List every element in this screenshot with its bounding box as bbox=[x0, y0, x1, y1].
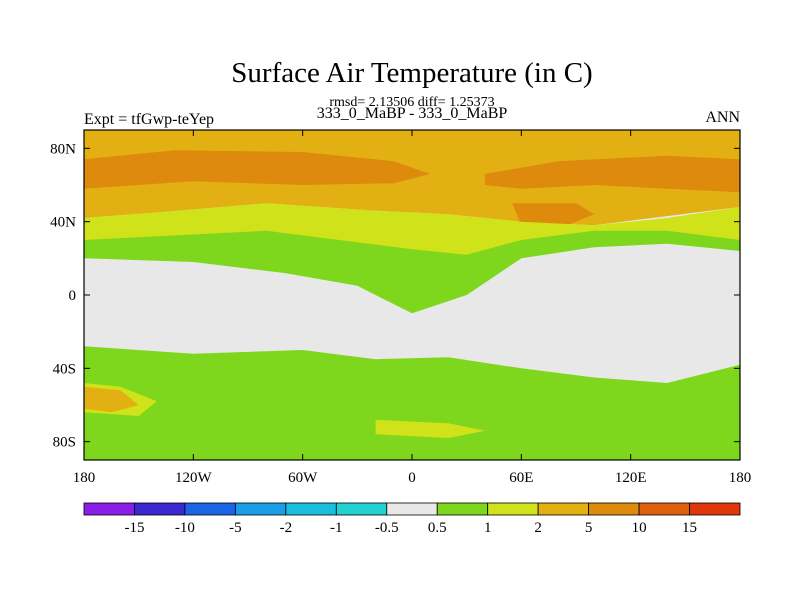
region-temperate-north-band bbox=[84, 203, 740, 277]
colorbar-swatch bbox=[335, 502, 388, 516]
colorbar-label: -5 bbox=[229, 520, 242, 536]
colorbar-swatch bbox=[134, 502, 186, 516]
chart-experiment: Expt = tfGwp-teYep bbox=[84, 111, 214, 128]
colorbar-swatch bbox=[436, 502, 489, 516]
colorbar-label: 1 bbox=[484, 520, 492, 536]
x-tick-label: 60E bbox=[509, 470, 533, 486]
colorbar-swatch bbox=[638, 502, 690, 516]
colorbar-swatch bbox=[537, 502, 590, 516]
x-tick-label: 120E bbox=[615, 470, 647, 486]
colorbar-label: 0.5 bbox=[428, 520, 447, 536]
region-southern-tropics bbox=[84, 346, 740, 460]
region-southern-yellow-patch bbox=[375, 419, 485, 438]
x-tick-label: 180 bbox=[73, 470, 96, 486]
colorbar-label: -15 bbox=[124, 520, 144, 536]
chart-stats: rmsd= 2.13506 diff= 1.25373 bbox=[329, 95, 494, 110]
region-north-atlantic-band bbox=[484, 155, 740, 193]
colorbar-swatch bbox=[83, 502, 135, 516]
colorbar-swatch bbox=[184, 502, 236, 516]
y-tick-label: 40S bbox=[53, 361, 76, 377]
colorbar-swatch bbox=[234, 502, 287, 516]
x-tick-label: 0 bbox=[408, 470, 416, 486]
colorbar-label: 2 bbox=[534, 520, 542, 536]
x-tick-label: 120W bbox=[175, 470, 213, 486]
colorbar-swatch bbox=[588, 502, 640, 516]
region-southern-orange-patch bbox=[84, 386, 139, 413]
colorbar-swatch bbox=[285, 502, 337, 516]
x-tick-label: 180 bbox=[729, 470, 752, 486]
plot-area: 180 120W 60W 0 60E 120E 180 80N 40N 0 40S 80S bbox=[50, 129, 752, 486]
colorbar-swatch bbox=[487, 502, 539, 516]
colorbar-label: -2 bbox=[280, 520, 293, 536]
y-tick-label: 80N bbox=[50, 141, 76, 157]
chart-title: Surface Air Temperature (in C) bbox=[231, 57, 592, 89]
colorbar-swatch bbox=[386, 502, 438, 516]
colorbar-label: 10 bbox=[632, 520, 647, 536]
colorbar-label: 15 bbox=[682, 520, 697, 536]
region-atlantic-tropics bbox=[84, 230, 740, 314]
region-north-pacific-band bbox=[84, 150, 431, 189]
colorbar-label: -0.5 bbox=[375, 520, 399, 536]
colorbar-label: 5 bbox=[585, 520, 593, 536]
y-tick-label: 80S bbox=[53, 435, 76, 451]
x-tick-label: 60W bbox=[288, 470, 318, 486]
colorbar-label: -10 bbox=[175, 520, 195, 536]
colorbar-swatch bbox=[689, 502, 741, 516]
y-tick-label: 0 bbox=[69, 288, 77, 304]
colorbar: -15 -10 -5 -2 -1 -0.5 0.5 1 2 5 10 15 bbox=[83, 502, 741, 536]
y-tick-label: 40N bbox=[50, 215, 76, 231]
chart-comparison: 333_0_MaBP - 333_0_MaBP bbox=[317, 105, 508, 122]
colorbar-label: -1 bbox=[330, 520, 343, 536]
chart-period: ANN bbox=[705, 109, 740, 126]
